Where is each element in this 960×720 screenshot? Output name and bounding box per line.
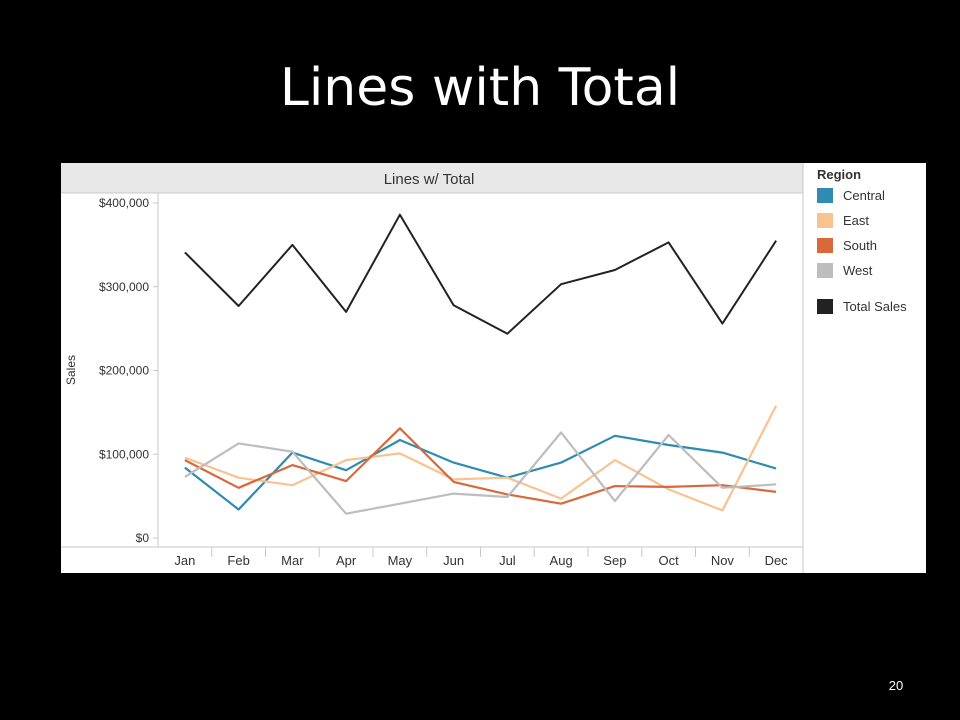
x-tick-label: Aug xyxy=(550,553,573,568)
x-tick-label: Nov xyxy=(711,553,735,568)
y-tick-label: $300,000 xyxy=(99,280,149,294)
legend-label-central: Central xyxy=(843,188,885,203)
series-line-total-sales xyxy=(184,213,777,335)
x-tick-label: May xyxy=(388,553,413,568)
series-lines xyxy=(184,213,778,515)
legend-label-west: West xyxy=(843,263,873,278)
legend-swatch-west xyxy=(817,263,833,278)
x-tick-label: Sep xyxy=(603,553,626,568)
chart-header-band xyxy=(61,163,803,193)
y-tick-label: $100,000 xyxy=(99,447,149,461)
slide-title: Lines with Total xyxy=(279,58,681,118)
legend-swatch-south xyxy=(817,238,833,253)
y-axis-label: Sales xyxy=(64,355,78,385)
legend-swatch-central xyxy=(817,188,833,203)
slide-number: 20 xyxy=(888,678,904,693)
legend: Region Central East South West Total Sales xyxy=(817,167,907,314)
y-tick-label: $200,000 xyxy=(99,364,149,378)
legend-swatch-total-sales xyxy=(817,299,833,314)
series-line-east xyxy=(184,405,778,512)
x-tick-label: Jun xyxy=(443,553,464,568)
legend-label-east: East xyxy=(843,213,869,228)
chart-title: Lines w/ Total xyxy=(384,171,475,188)
legend-label-total-sales: Total Sales xyxy=(843,299,907,314)
chart-panel: Lines w/ Total Sales $0 $100,000 $200,000 $… xyxy=(61,163,926,573)
series-line-south xyxy=(184,427,777,505)
legend-title: Region xyxy=(817,167,861,182)
legend-swatch-east xyxy=(817,213,833,228)
series-line-west xyxy=(184,431,777,515)
y-tick-label: $400,000 xyxy=(99,196,149,210)
x-tick-label: Feb xyxy=(227,553,249,568)
x-tick-label: Dec xyxy=(765,553,789,568)
legend-label-south: South xyxy=(843,238,877,253)
x-tick-label: Jan xyxy=(174,553,195,568)
series-line-central xyxy=(184,434,777,511)
y-axis-ticks: $0 $100,000 $200,000 $300,000 $400,000 xyxy=(99,196,158,545)
line-chart: Lines w/ Total Sales $0$100,000$200,000$… xyxy=(61,163,907,573)
x-tick-label: Apr xyxy=(336,553,357,568)
x-tick-label: Mar xyxy=(281,553,304,568)
x-tick-label: Jul xyxy=(499,553,516,568)
x-tick-label: Oct xyxy=(659,553,680,568)
y-tick-label: $0 xyxy=(136,531,150,545)
x-axis-ticks: Jan Feb Mar Apr May Jun Jul Aug Sep Oct Nov Dec xyxy=(174,547,788,568)
